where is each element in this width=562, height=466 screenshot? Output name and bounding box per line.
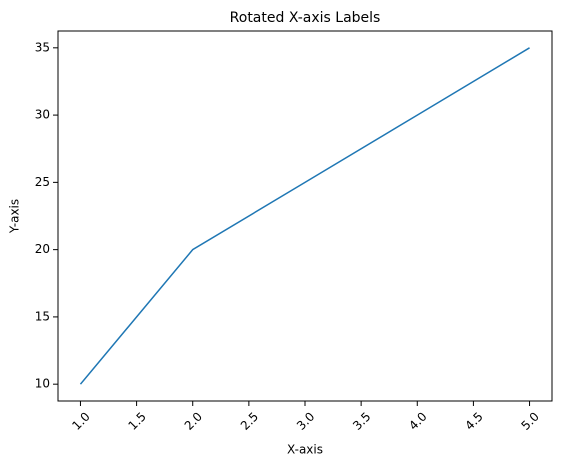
y-tick-label: 20 [35, 242, 50, 256]
y-tick-label: 30 [35, 108, 50, 122]
y-axis-label: Y-axis [8, 199, 22, 234]
data-line [79, 47, 530, 385]
y-tick-label: 15 [35, 309, 50, 323]
plot-frame [57, 30, 553, 402]
x-axis-label: X-axis [287, 443, 323, 457]
chart-title: Rotated X-axis Labels [230, 10, 381, 26]
y-tick-label: 35 [35, 40, 50, 54]
y-tick-label: 10 [35, 377, 50, 391]
y-tick-label: 25 [35, 175, 50, 189]
